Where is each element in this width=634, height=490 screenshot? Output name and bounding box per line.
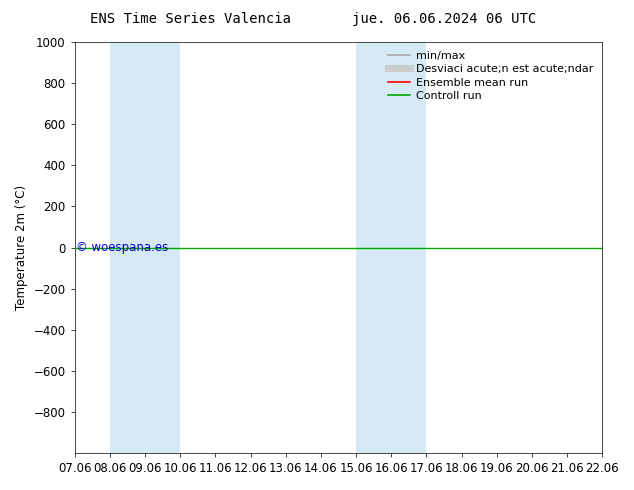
Bar bbox=[356, 42, 426, 453]
Text: jue. 06.06.2024 06 UTC: jue. 06.06.2024 06 UTC bbox=[352, 12, 536, 26]
Y-axis label: Temperature 2m (°C): Temperature 2m (°C) bbox=[15, 185, 28, 310]
Legend: min/max, Desviaci acute;n est acute;ndar, Ensemble mean run, Controll run: min/max, Desviaci acute;n est acute;ndar… bbox=[385, 48, 597, 104]
Text: ENS Time Series Valencia: ENS Time Series Valencia bbox=[89, 12, 291, 26]
Text: © woespana.es: © woespana.es bbox=[77, 242, 169, 254]
Bar bbox=[110, 42, 180, 453]
